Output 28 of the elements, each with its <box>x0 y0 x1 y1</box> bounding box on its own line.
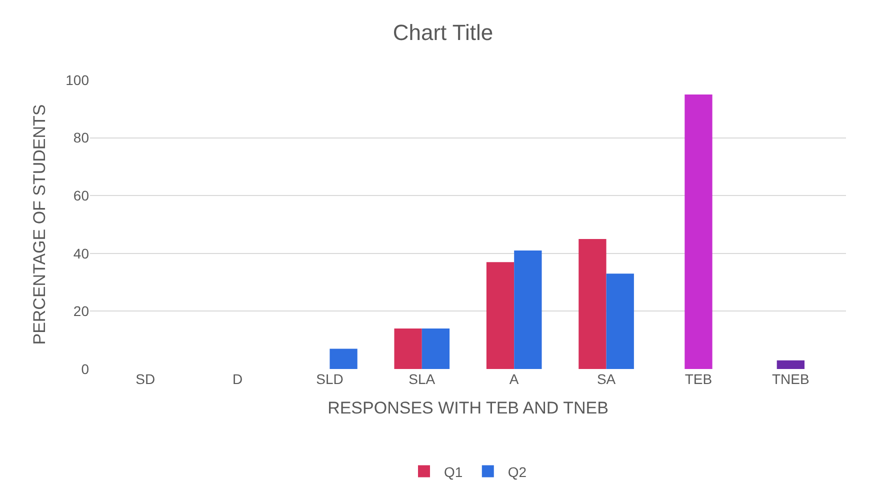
y-tick-label: 100 <box>66 72 90 88</box>
x-tick-label: TNEB <box>772 371 810 387</box>
chart-title: Chart Title <box>392 20 494 45</box>
x-tick-label: SA <box>596 371 616 387</box>
x-tick-label: SLA <box>408 371 436 387</box>
bar <box>422 328 450 369</box>
legend-label: Q2 <box>508 464 527 480</box>
x-tick-label: SD <box>136 371 156 387</box>
bar <box>514 250 542 369</box>
bar <box>330 348 358 369</box>
y-tick-label: 0 <box>81 360 90 377</box>
x-tick-label: D <box>232 371 243 387</box>
y-tick-label: 60 <box>73 188 90 204</box>
bar <box>578 238 606 369</box>
bar <box>606 274 634 369</box>
x-tick-label: TEB <box>684 371 712 387</box>
x-axis-title: RESPONSES WITH TEB AND TNEB <box>328 398 608 418</box>
bar <box>776 360 805 369</box>
y-tick-label: 20 <box>73 303 90 320</box>
y-tick-label: 40 <box>73 245 90 262</box>
y-axis-title: PERCENTAGE OF STUDENTS <box>30 104 50 345</box>
x-tick-label: A <box>509 371 520 387</box>
y-tick-label: 80 <box>73 130 90 146</box>
legend-label: Q1 <box>444 464 463 480</box>
bar <box>684 94 712 369</box>
bar <box>394 328 422 369</box>
x-tick-label: SLD <box>316 371 344 387</box>
bar <box>486 262 514 369</box>
